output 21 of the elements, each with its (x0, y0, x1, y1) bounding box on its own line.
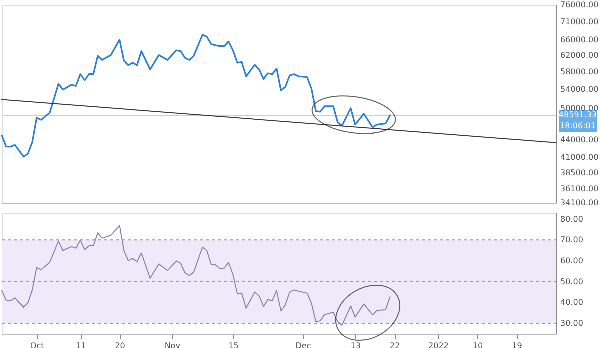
y-tick-label: 66000.00 (560, 35, 599, 44)
y-tick-label: 58000.00 (560, 67, 599, 76)
y-tick-label: 36100.00 (560, 184, 599, 194)
y-tick-label: 71000.00 (560, 17, 599, 26)
y-tick-label: 30.00 (560, 319, 584, 328)
y-tick-label: 80.00 (560, 214, 584, 224)
y-tick-label: 60.00 (560, 256, 584, 266)
y-tick-label: 40.00 (560, 298, 584, 308)
y-tick-label: 41000.00 (560, 152, 599, 162)
ref-line-label: 48591.33 (558, 110, 598, 120)
text: 18:06:01 (560, 122, 596, 131)
y-tick-label: 54000.00 (560, 84, 599, 94)
y-tick-label: 62000.00 (560, 50, 599, 60)
y-tick-label: 50.00 (560, 277, 584, 286)
y-tick-label: 76000.00 (560, 0, 599, 10)
y-tick-label: 44000.00 (560, 136, 599, 145)
y-tick-label: 34100.00 (560, 198, 599, 208)
line-series (1, 34, 392, 158)
y-tick-label: 38500.00 (560, 168, 599, 178)
line-series (2, 225, 391, 326)
y-tick-label: 70.00 (560, 236, 584, 245)
